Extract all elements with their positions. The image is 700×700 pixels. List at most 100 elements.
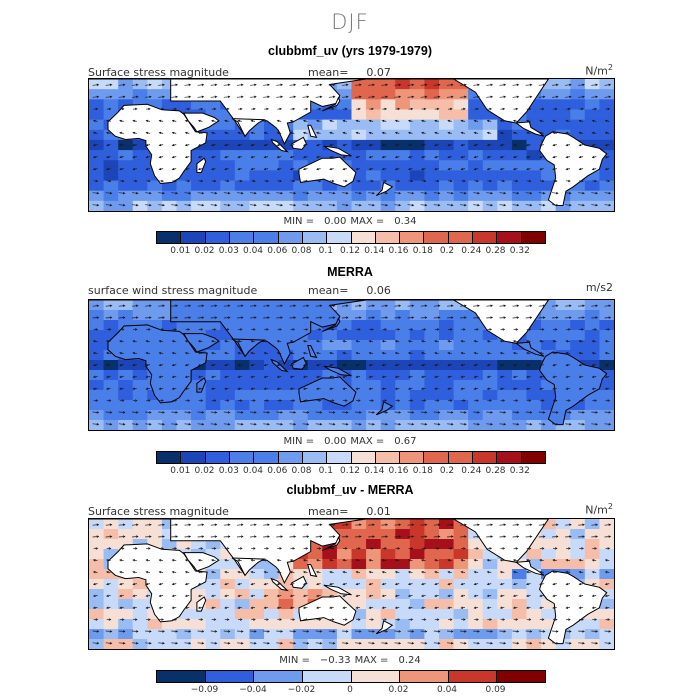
wind-vector <box>171 524 178 526</box>
wind-vector-head <box>569 191 572 195</box>
wind-vector-head <box>355 131 359 135</box>
wind-vector-head <box>175 83 179 87</box>
field-cell <box>468 599 484 610</box>
wind-vector-head <box>293 203 297 207</box>
wind-vector <box>381 411 388 413</box>
wind-vector-head <box>359 523 362 527</box>
wind-vector-head <box>134 547 138 550</box>
field-cell <box>351 579 367 590</box>
wind-vector <box>184 536 191 538</box>
field-cell <box>599 79 614 90</box>
wind-vector-head <box>224 363 227 367</box>
wind-vector-head <box>119 594 122 598</box>
landmass-india <box>231 118 266 138</box>
wind-vector <box>499 96 506 98</box>
wind-vector-head <box>407 143 411 147</box>
wind-vector-head <box>555 630 559 633</box>
wind-vector <box>486 536 493 538</box>
wind-vector <box>210 536 217 538</box>
wind-vector <box>420 96 427 98</box>
wind-vector-head <box>515 547 519 550</box>
wind-vector-head <box>460 167 464 171</box>
wind-vector-head <box>490 316 494 319</box>
wind-vector-head <box>106 119 109 123</box>
wind-vector-head <box>503 316 507 319</box>
field-cell <box>220 589 236 600</box>
field-cell <box>89 529 105 540</box>
units-text: N/m <box>585 503 608 517</box>
wind-vector <box>158 192 165 194</box>
wind-vector-head <box>565 363 569 367</box>
wind-vector-head <box>526 155 529 159</box>
landmass-sumatra <box>270 358 289 373</box>
field-cell <box>541 330 557 341</box>
wind-vector-head <box>158 119 162 123</box>
field-cell <box>307 119 323 131</box>
wind-vector-head <box>329 594 332 598</box>
wind-vector-head <box>554 107 558 111</box>
colorbar-bin <box>497 452 522 463</box>
wind-vector <box>263 192 270 194</box>
colorbar-bin <box>400 232 425 243</box>
wind-vector <box>512 423 519 425</box>
wind-vector-head <box>607 618 611 621</box>
wind-vector-head <box>394 340 398 343</box>
wind-vector-head <box>608 203 612 207</box>
wind-vector-head <box>267 83 270 87</box>
wind-vector-head <box>450 523 454 527</box>
wind-vector-head <box>122 641 126 645</box>
wind-vector <box>499 524 506 526</box>
wind-vector <box>407 536 414 538</box>
wind-vector-head <box>227 641 231 645</box>
field-cell <box>118 300 134 311</box>
wind-vector <box>381 630 388 632</box>
wind-vector-head <box>214 535 218 538</box>
colorbar <box>156 670 546 683</box>
wind-vector <box>302 411 309 413</box>
wind-vector-head <box>421 559 424 562</box>
field-cell <box>395 390 411 401</box>
wind-vector <box>236 630 243 632</box>
wind-vector <box>131 423 138 425</box>
field-cell <box>497 360 513 371</box>
field-cell <box>468 160 484 171</box>
wind-vector-head <box>96 630 100 633</box>
wind-vector-head <box>92 131 96 135</box>
wind-vector <box>525 524 532 526</box>
wind-vector <box>145 317 152 319</box>
wind-vector-head <box>237 606 241 609</box>
wind-vector-head <box>148 618 151 621</box>
wind-vector <box>158 84 165 86</box>
field-cell <box>249 619 265 630</box>
wind-vector <box>341 317 348 319</box>
wind-vector-head <box>95 328 99 331</box>
wind-vector <box>250 630 257 632</box>
field-cell <box>526 360 542 371</box>
wind-vector-head <box>578 131 582 135</box>
wind-vector-head <box>201 535 205 538</box>
wind-vector <box>604 536 611 538</box>
wind-vector-head <box>188 304 192 308</box>
field-cell <box>541 190 557 202</box>
landmass-philippines <box>307 124 318 138</box>
wind-vector <box>158 411 165 413</box>
wind-vector <box>538 317 545 319</box>
wind-vector-head <box>477 203 480 207</box>
wind-vector-head <box>447 387 451 390</box>
colorbar-tick-label: −0.09 <box>190 685 219 695</box>
wind-vector-head <box>410 618 414 621</box>
field-cell <box>380 370 396 381</box>
field-cell <box>351 119 367 131</box>
field-cell <box>293 180 309 192</box>
field-cell <box>351 539 367 550</box>
wind-vector-head <box>145 340 149 343</box>
wind-vector-head <box>552 340 556 343</box>
field-cell <box>278 609 294 620</box>
wind-vector-head <box>109 523 113 527</box>
field-cell <box>380 519 396 530</box>
wind-vector-head <box>329 582 332 586</box>
field-cell <box>293 599 309 610</box>
wind-vector-head <box>410 328 414 331</box>
wind-vector <box>92 642 99 644</box>
field-cell <box>147 529 163 540</box>
